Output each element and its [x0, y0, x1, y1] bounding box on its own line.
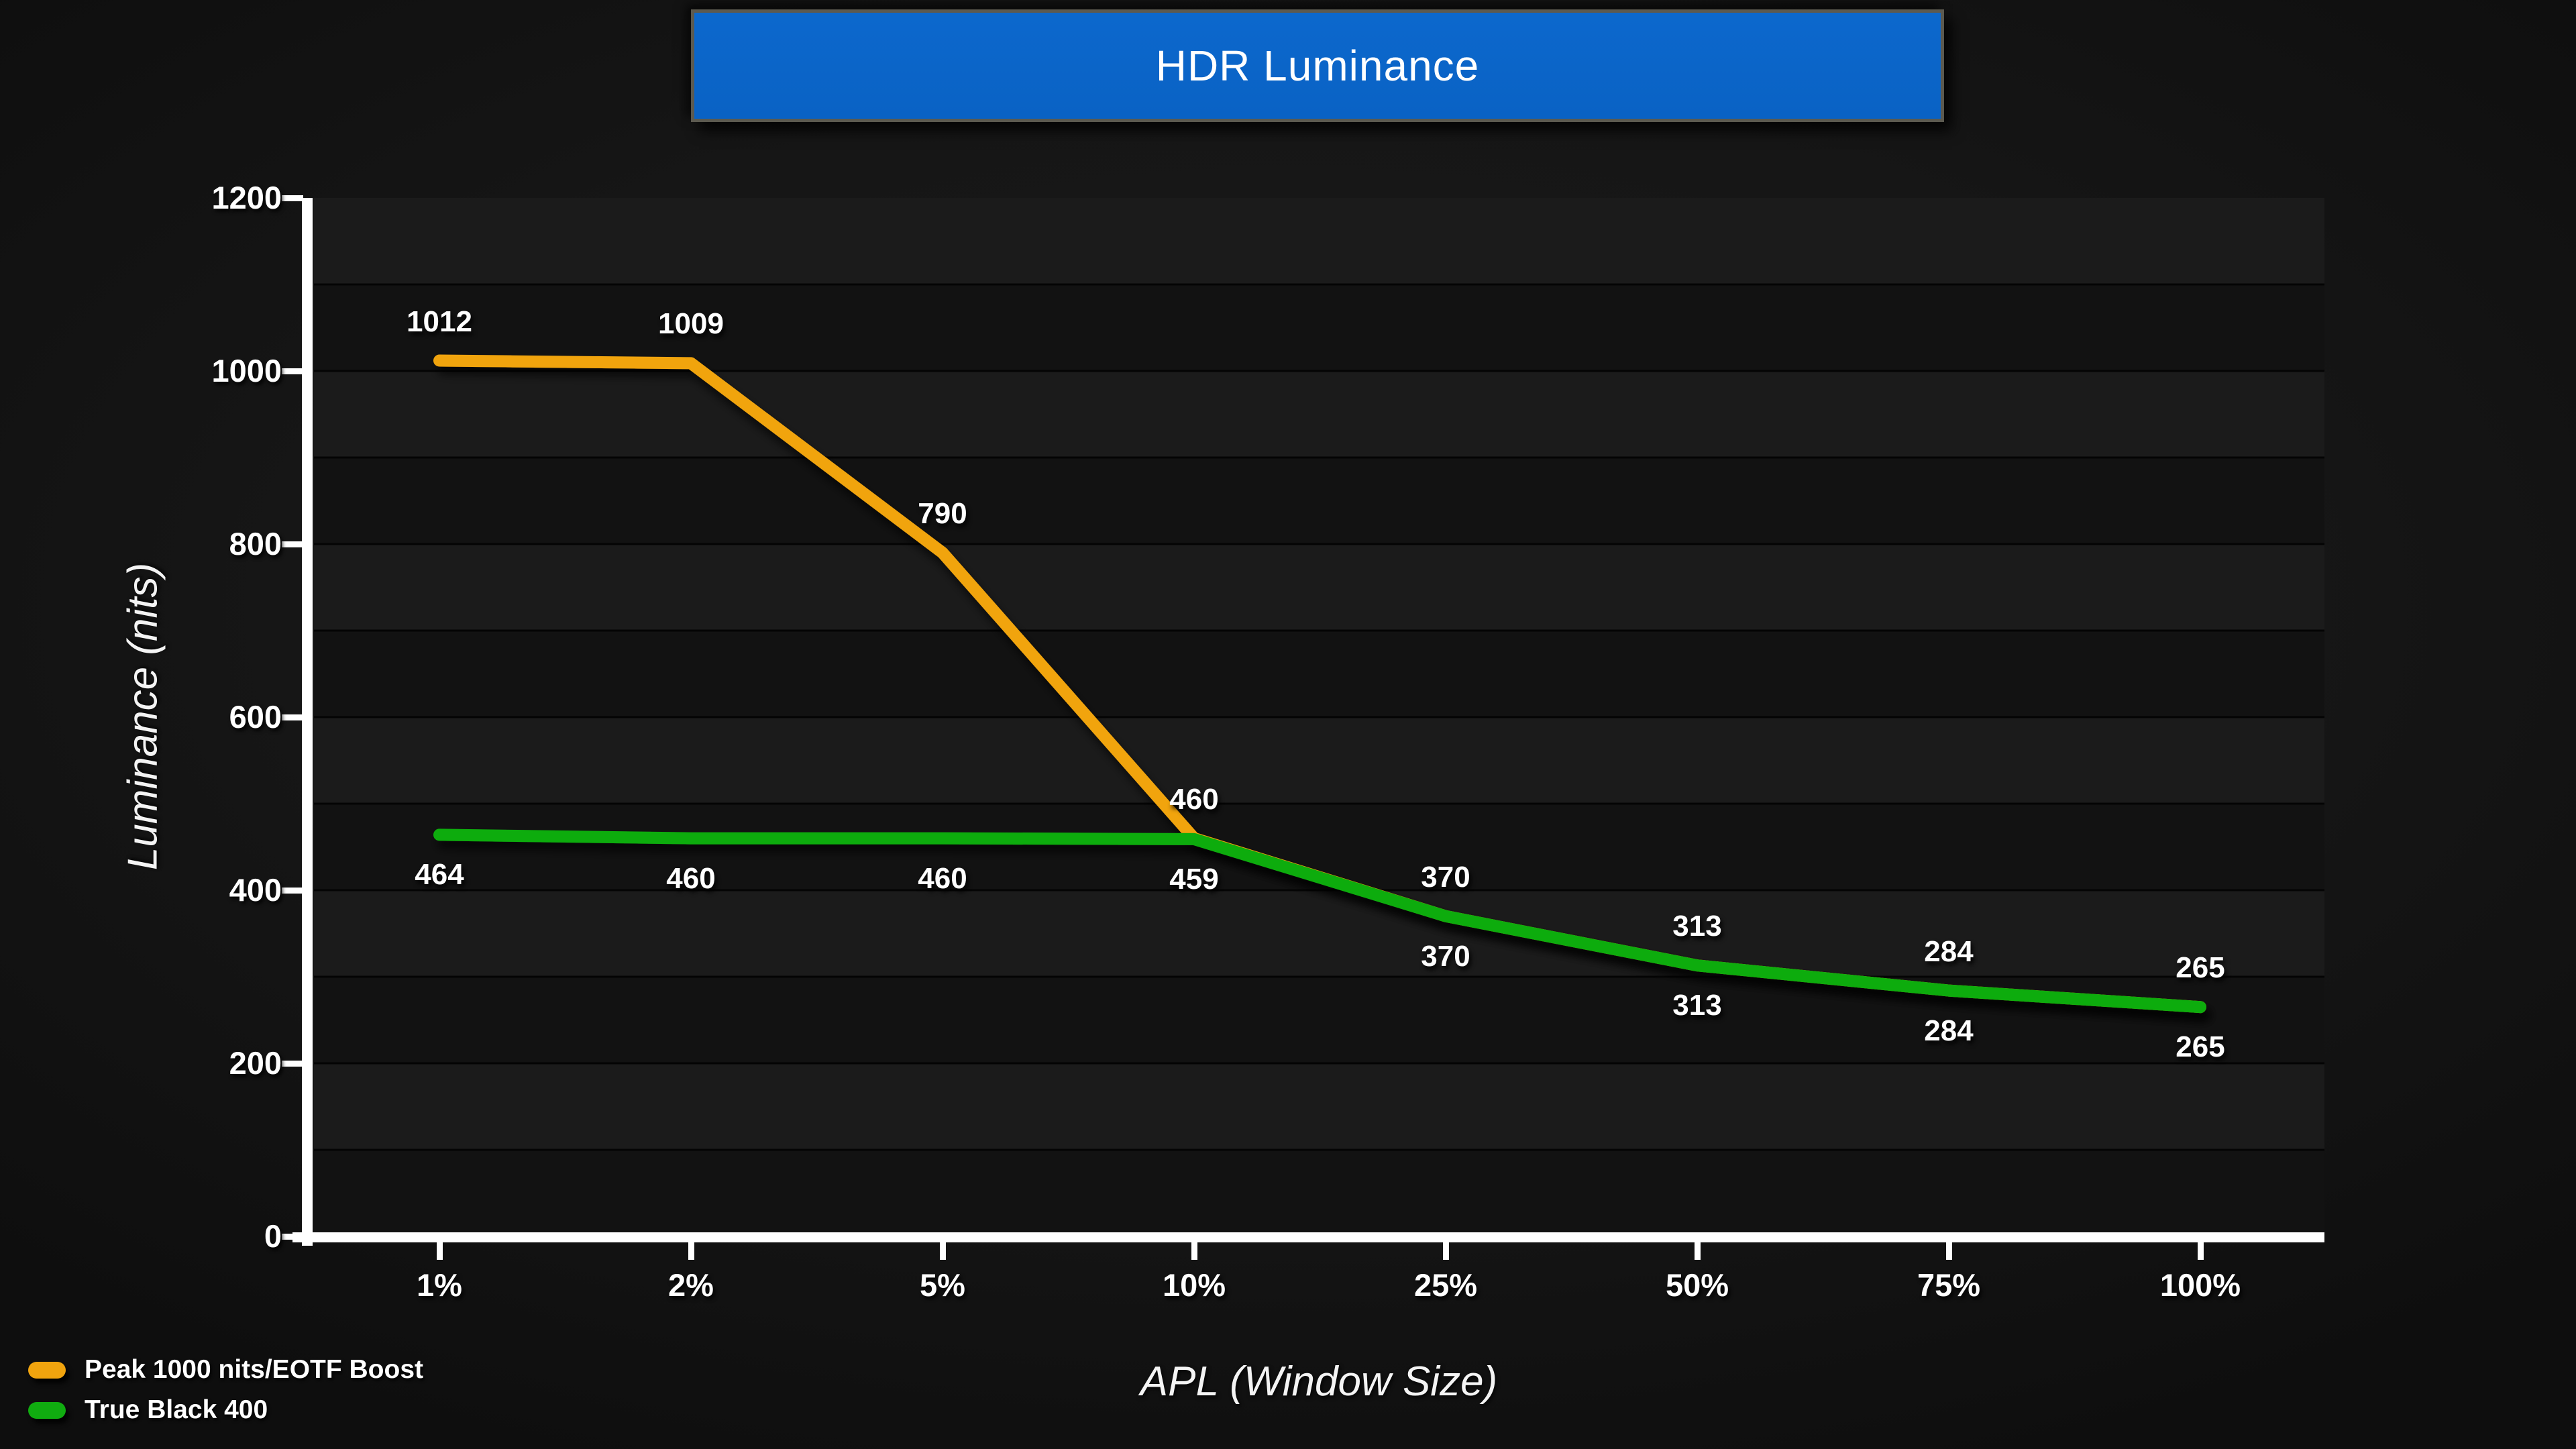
y-tick-label: 0	[264, 1218, 282, 1254]
data-label-series0-25%: 370	[1421, 860, 1470, 894]
x-tick-label: 100%	[2159, 1267, 2241, 1303]
y-tick-label: 1000	[211, 353, 282, 388]
data-label-series1-75%: 284	[1924, 1014, 1974, 1047]
x-tick-label: 1%	[417, 1267, 462, 1303]
data-label-series0-100%: 265	[2176, 951, 2225, 985]
x-tick-label: 75%	[1917, 1267, 1981, 1303]
data-label-series1-2%: 460	[666, 861, 716, 895]
legend-swatch-green-icon	[28, 1401, 66, 1419]
y-tick-label: 400	[229, 872, 282, 908]
chart-title-bar: HDR Luminance	[691, 9, 1944, 122]
data-label-series0-50%: 313	[1672, 910, 1722, 943]
y-tick-label: 200	[229, 1045, 282, 1081]
data-label-series1-25%: 370	[1421, 939, 1470, 973]
y-tick-label: 1200	[211, 180, 282, 215]
data-label-series0-1%: 1012	[407, 305, 472, 338]
data-label-series1-5%: 460	[918, 861, 967, 895]
legend: Peak 1000 nits/EOTF Boost True Black 400	[28, 1352, 423, 1428]
legend-item-peak-1000: Peak 1000 nits/EOTF Boost	[28, 1352, 423, 1387]
data-label-series0-5%: 790	[918, 496, 967, 530]
data-label-series0-2%: 1009	[658, 307, 724, 341]
legend-label-peak-1000: Peak 1000 nits/EOTF Boost	[85, 1355, 424, 1384]
x-tick-label: 50%	[1665, 1267, 1729, 1303]
data-label-series0-75%: 284	[1924, 934, 1974, 968]
y-axis-title: Luminance (nits)	[119, 562, 166, 871]
data-label-series1-1%: 464	[415, 858, 464, 892]
y-tick-label: 800	[229, 526, 282, 561]
data-label-series1-10%: 459	[1169, 862, 1219, 896]
data-label-series0-10%: 460	[1169, 782, 1219, 816]
x-tick-label: 2%	[668, 1267, 714, 1303]
x-tick-label: 10%	[1162, 1267, 1226, 1303]
legend-item-true-black-400: True Black 400	[28, 1393, 423, 1428]
x-axis-title: APL (Window Size)	[1140, 1358, 1498, 1405]
legend-swatch-orange-icon	[28, 1361, 66, 1379]
data-label-series1-100%: 265	[2176, 1030, 2225, 1064]
data-label-series1-50%: 313	[1672, 989, 1722, 1022]
legend-label-true-black-400: True Black 400	[85, 1395, 268, 1424]
y-tick-label: 600	[229, 699, 282, 735]
x-tick-label: 25%	[1413, 1267, 1478, 1303]
chart-title: HDR Luminance	[1155, 42, 1480, 90]
x-tick-label: 5%	[920, 1267, 965, 1303]
